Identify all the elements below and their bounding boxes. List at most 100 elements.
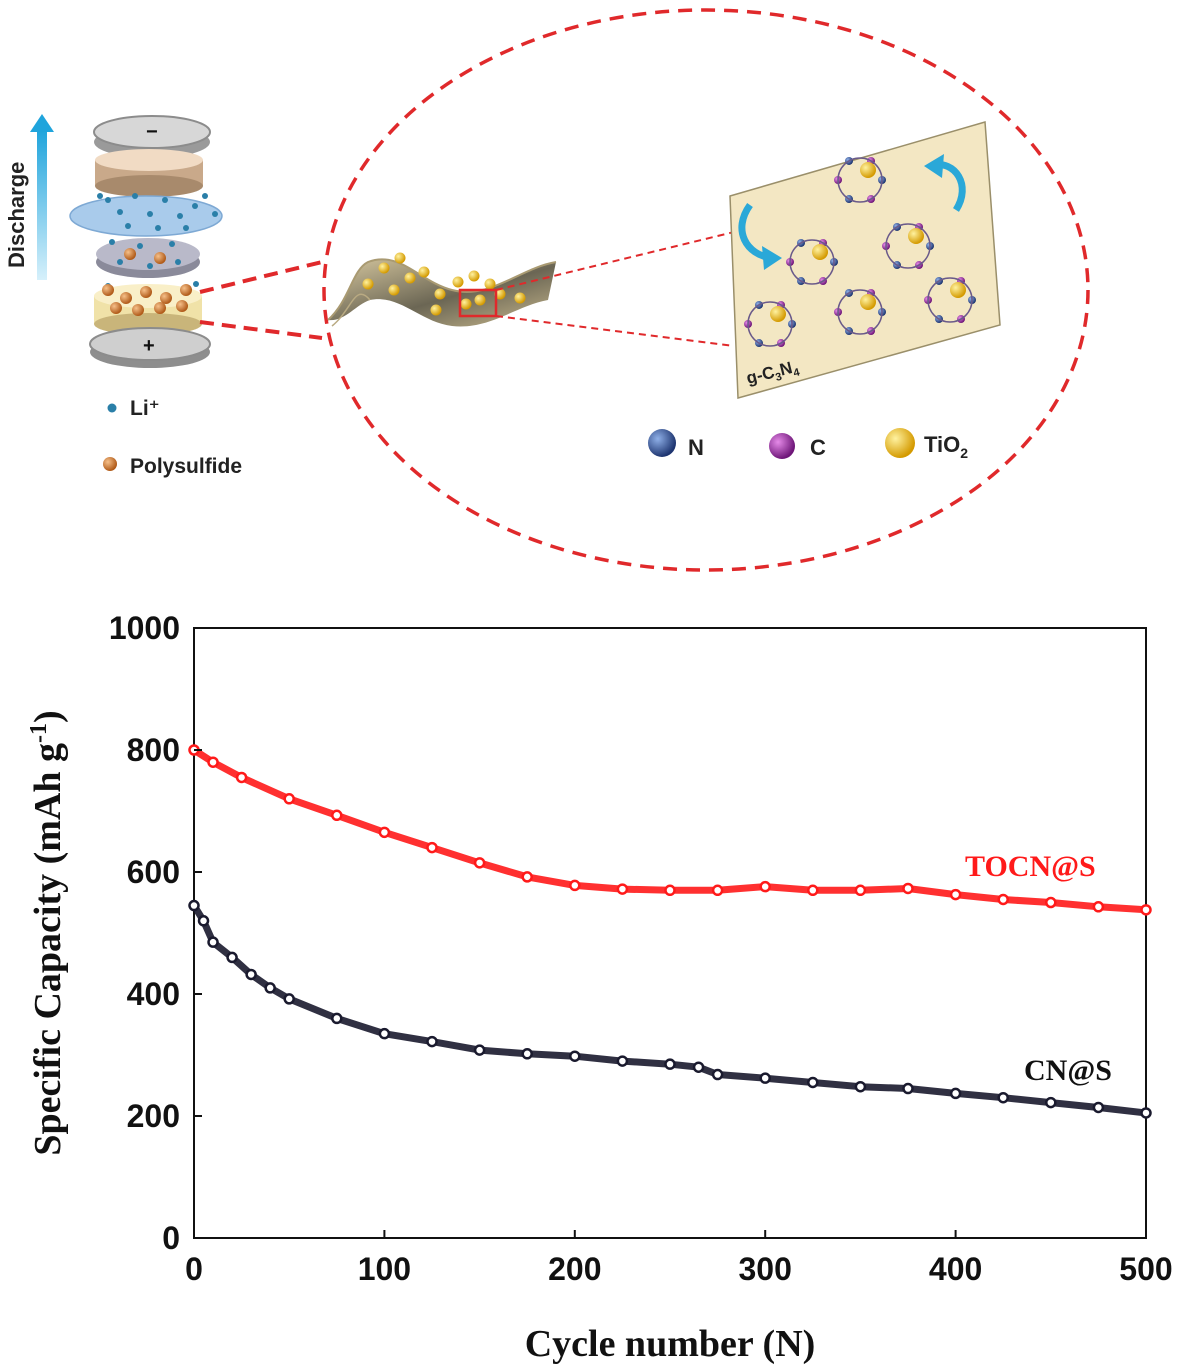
tio2-particle [388,284,400,296]
data-point [854,1080,867,1093]
lattice-tio2 [860,294,876,310]
data-point [616,1055,629,1067]
data-point [245,968,257,981]
y-axis-title-close: ) [27,710,69,723]
polysulfide-dot [154,252,166,264]
polysulfide-dot [160,292,172,304]
data-point [759,880,771,893]
data-point [331,809,343,822]
panel-label-sub2: 4 [792,366,802,379]
discharge-arrow-icon [30,114,54,280]
tio2-particle [474,294,486,306]
tio2-particle [394,252,406,264]
li-ion-dot [192,203,198,209]
data-point [207,756,219,768]
legend-n-label: N [688,435,704,460]
li-ion-legend-icon [107,403,117,413]
data-point [207,936,219,948]
plus-sign: + [143,335,155,357]
zoom-box [458,288,498,318]
polysulfide-dot [120,292,132,304]
li-ion-dot [97,193,103,199]
data-point [807,884,819,897]
y-tick-label: 800 [127,732,180,768]
series-layer [188,744,1152,1119]
lattice-tio2 [908,228,924,244]
tio2-particle [378,262,390,274]
legend-polysulfide-label: Polysulfide [130,455,242,478]
data-point [521,1048,533,1060]
li-ion-dot [105,197,111,203]
axes-layer: 0 100 200 300 400 500 0 200 400 600 800 1000 [109,610,1173,1287]
data-point [569,1050,581,1062]
li-ion-dot [109,239,115,245]
data-point [664,1058,676,1070]
data-point [997,893,1009,906]
data-point [197,915,210,927]
polysulfide-dot [124,248,136,260]
battery-stack: − + [69,115,223,368]
polysulfide-legend-icon [103,457,117,471]
polysulfide-dot [132,304,144,316]
tio2-particle [452,276,464,288]
lattice-ring [885,223,931,269]
data-point [1140,1107,1152,1119]
data-point [692,1061,705,1073]
lattice-ring [789,239,835,285]
lattice-ring [837,157,883,203]
tio2-particle [484,278,496,290]
data-point [569,879,581,892]
data-point [473,857,486,869]
data-point [264,982,276,994]
tio2-particle [460,298,472,310]
y-axis-title-main: Specific Capacity (mAh g [27,743,69,1156]
li-ion-dot [117,259,123,265]
nitrogen-legend-icon [648,429,676,457]
li-ion-dot [132,193,138,199]
series-label-cn: CN@S [1024,1054,1112,1087]
schematic-diagram: Discharge − + [4,8,1090,572]
panel-label-sub1: 3 [774,371,783,384]
x-tick-label: 200 [548,1251,601,1287]
li-ion-dot [147,263,153,269]
data-point [711,884,724,897]
x-tick-label: 300 [739,1251,792,1287]
polysulfide-dot [102,284,114,296]
zoom-line-panel-upper [495,231,735,291]
series-cn [188,899,1152,1119]
panel-label-mid: N [778,358,795,379]
data-point [188,899,200,912]
tio2-particle [404,272,416,284]
data-point [378,826,391,839]
polysulfide-dot [140,286,152,298]
series-label-tocn: TOCN@S [965,850,1096,883]
x-tick-label: 0 [185,1251,203,1287]
data-point [426,841,438,854]
data-point [235,771,248,784]
data-point [331,1012,343,1025]
data-point [854,884,867,897]
x-tick-label: 400 [929,1251,982,1287]
lattice-tio2 [770,306,786,322]
tio2-particle [434,288,446,300]
li-ion-dot [125,223,131,229]
data-point [997,1091,1009,1104]
polysulfide-dot [110,302,122,314]
li-ion-dot [175,259,181,265]
polysulfide-dot [176,300,188,312]
data-point [378,1027,391,1040]
lattice-tio2 [812,244,828,260]
data-point [664,884,676,897]
y-axis-title: Specific Capacity (mAh g-1) [26,710,69,1155]
li-ion-dot [155,225,161,231]
li-ion-dot [147,211,153,217]
y-tick-label: 600 [127,854,180,890]
tio2-particle [514,292,526,304]
legend-tio2-sub: 2 [960,445,968,461]
legend-tio2-base: TiO [924,432,960,457]
data-point [283,793,295,805]
lattice-tio2 [860,162,876,178]
li-ion-dot [169,241,175,247]
polysulfide-dot [154,302,166,314]
